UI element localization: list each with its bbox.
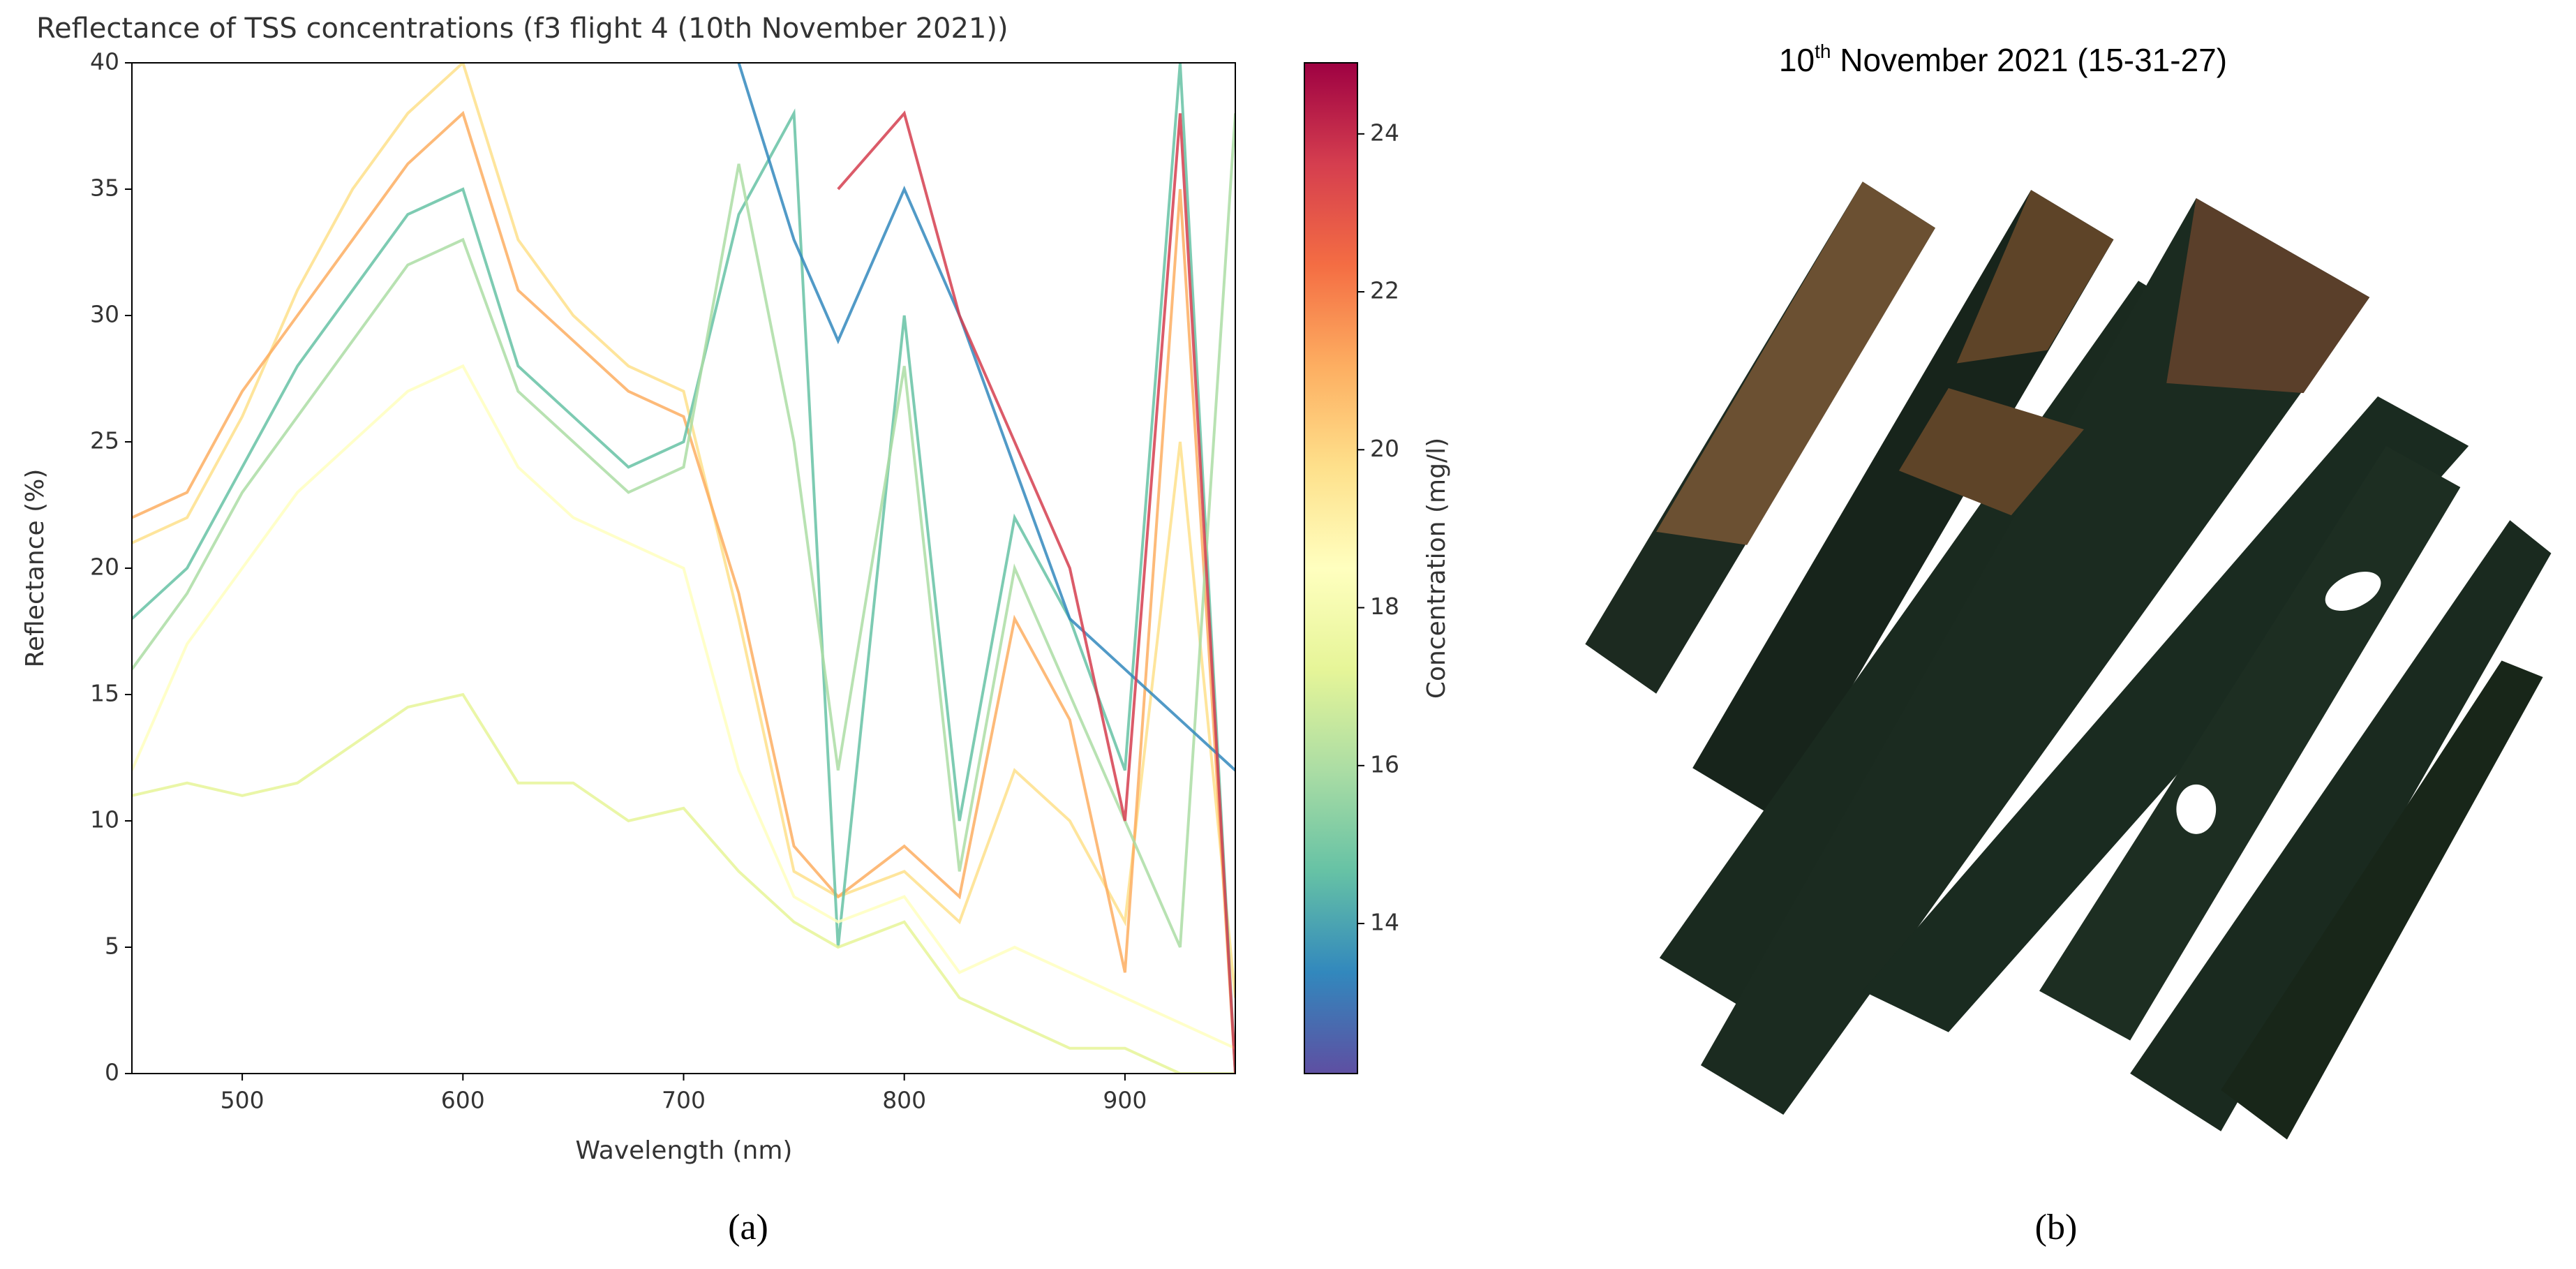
- y-axis-label: Reflectance (%): [21, 469, 50, 668]
- x-tick-label: 800: [882, 1087, 926, 1114]
- y-tick-label: 0: [105, 1059, 119, 1086]
- colorbar-tick-label: 14: [1370, 909, 1399, 936]
- title-day: 10: [1779, 42, 1815, 78]
- spectrum-line: [837, 110, 1235, 1074]
- title-suffix: th: [1815, 40, 1831, 62]
- colorbar-label: Concentration (mg/l): [1422, 438, 1451, 699]
- y-tick-label: 15: [90, 680, 119, 707]
- panel-label: (b): [2035, 1208, 2078, 1247]
- y-tick-label: 40: [90, 48, 119, 75]
- mosaic-image: [1585, 181, 2552, 1140]
- plot-lines: [132, 63, 1235, 1074]
- x-tick-label: 600: [441, 1087, 485, 1114]
- y-tick-label: 25: [90, 427, 119, 454]
- colorbar: [1304, 62, 1358, 1074]
- chart-title: Reflectance of TSS concentrations (f3 fl…: [36, 13, 1008, 45]
- spectrum-line: [737, 63, 1235, 772]
- x-tick-label: 700: [662, 1087, 706, 1114]
- y-tick-label: 30: [90, 301, 119, 328]
- colorbar-tick-label: 20: [1370, 435, 1399, 462]
- spectrum-line: [132, 63, 1235, 1074]
- y-tick-label: 10: [90, 806, 119, 833]
- spectrum-line: [132, 113, 1235, 948]
- colorbar-tick-label: 22: [1370, 277, 1399, 304]
- x-tick-label: 900: [1103, 1087, 1147, 1114]
- panel-label: (a): [728, 1208, 768, 1247]
- colorbar-tick-label: 16: [1370, 750, 1399, 778]
- colorbar-tick-label: 24: [1370, 119, 1399, 146]
- y-tick-label: 35: [90, 175, 119, 202]
- spectrum-line: [132, 63, 1235, 998]
- x-axis-label: Wavelength (nm): [576, 1136, 793, 1165]
- panel-title: 10th November 2021 (15-31-27): [1779, 40, 2227, 78]
- x-tick-label: 500: [221, 1087, 265, 1114]
- y-tick-label: 20: [90, 554, 119, 581]
- spectrum-line: [132, 364, 1235, 1050]
- title-rest: November 2021 (15-31-27): [1831, 42, 2227, 78]
- spectrum-line: [132, 110, 1235, 1074]
- y-tick-label: 5: [105, 933, 119, 960]
- spectrum-line: [132, 692, 1235, 1074]
- colorbar-tick-label: 18: [1370, 593, 1399, 620]
